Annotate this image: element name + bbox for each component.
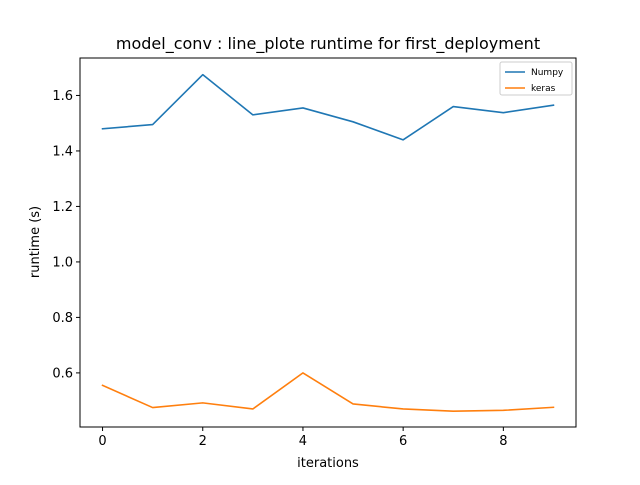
plot-frame [79, 57, 577, 428]
x-tick-label: 8 [499, 434, 507, 449]
x-axis-title: iterations [297, 456, 359, 471]
x-tick-label: 6 [399, 434, 407, 449]
chart-title: model_conv : line_plote runtime for firs… [116, 34, 540, 54]
y-axis: 0.6 0.8 1.0 1.2 1.4 1.6 [52, 89, 80, 381]
y-tick-label: 1.2 [52, 200, 73, 215]
legend-label-0: Numpy [531, 68, 564, 78]
y-tick-label: 0.6 [52, 366, 73, 381]
x-axis: 0 2 4 6 8 [98, 427, 507, 449]
y-axis-title: runtime (s) [28, 206, 43, 278]
x-tick-label: 4 [299, 434, 307, 449]
x-tick-label: 0 [98, 434, 106, 449]
y-tick-label: 0.8 [52, 311, 73, 326]
series-line-0 [101, 73, 555, 141]
series-layer [101, 73, 555, 412]
y-tick-label: 1.6 [52, 89, 73, 104]
y-tick-label: 1.4 [52, 144, 73, 159]
legend-label-1: keras [531, 84, 556, 94]
plot-area [80, 58, 576, 427]
x-tick-label: 2 [199, 434, 207, 449]
legend: Numpy keras [499, 61, 573, 96]
series-line-1 [101, 372, 555, 412]
legend-box [499, 61, 573, 96]
y-tick-label: 1.0 [52, 255, 73, 270]
